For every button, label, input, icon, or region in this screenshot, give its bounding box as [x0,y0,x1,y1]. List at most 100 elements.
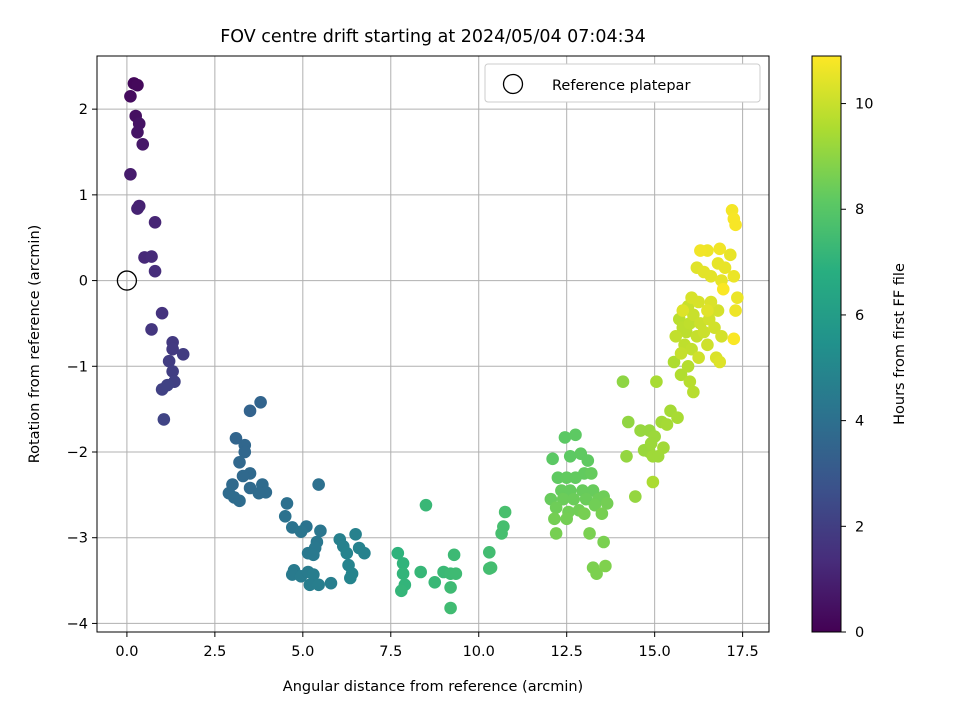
data-point [723,248,737,262]
data-point [560,471,573,485]
data-point [556,492,570,506]
data-point [563,449,577,463]
data-point [124,89,137,103]
x-axis-label: Angular distance from reference (arcmin) [283,679,583,695]
data-point [727,269,741,283]
y-tick-label: −2 [67,445,88,461]
data-point [701,304,714,317]
data-point [616,375,630,389]
y-tick-label: 1 [79,188,88,204]
data-point [729,218,742,232]
data-point [148,215,162,229]
x-tick-label: 5.0 [291,644,314,660]
y-tick-label: −1 [67,359,88,375]
legend-label: Reference platepar [552,78,690,94]
grid-lines [97,56,769,632]
data-point [687,385,700,399]
data-point [685,342,698,356]
legend: Reference platepar [484,63,761,103]
data-point [340,546,354,560]
data-point [657,441,670,455]
data-point [252,486,266,500]
data-point [294,525,308,539]
data-point [585,467,598,480]
data-point [414,565,427,579]
colorbar [811,55,842,633]
colorbar-tick-label: 8 [855,202,864,218]
x-tick-label: 15.0 [639,644,671,660]
data-point [588,498,602,512]
data-point [704,269,718,283]
data-point [312,578,325,592]
data-point [157,413,171,426]
data-point [548,512,561,526]
data-point [620,449,633,463]
data-point [669,329,683,343]
data-point [344,571,357,585]
data-point [590,567,603,581]
data-point [243,404,257,418]
data-point [349,527,362,541]
data-point [731,291,744,305]
data-point [254,395,267,409]
data-point [650,375,663,389]
data-point [629,490,642,503]
data-point [667,355,681,369]
data-point [569,428,582,442]
data-point [579,492,593,506]
data-point [687,308,700,322]
x-tick-label: 12.5 [551,644,583,660]
chart-title: FOV centre drift starting at 2024/05/04 … [220,27,646,47]
data-point [145,250,158,263]
x-axis: 0.0 2.5 5.0 7.5 10.0 12.5 15.0 17.5 [115,632,759,660]
data-point [549,501,563,515]
data-point [497,520,510,533]
data-point [671,411,684,425]
x-tick-label: 7.5 [379,644,402,660]
data-point [176,347,190,361]
colorbar-ticks: 0 2 4 6 8 10 [841,97,873,641]
data-point [314,524,327,538]
data-point [484,561,498,575]
data-point [307,568,320,581]
data-point [549,527,563,540]
data-point [136,137,150,151]
data-point [713,242,727,256]
colorbar-label: Hours from first FF file [892,263,908,425]
data-point [581,454,595,467]
data-point [303,578,317,592]
data-point [233,455,246,469]
colorbar-tick-label: 2 [855,519,864,535]
data-point [681,359,695,373]
data-point [307,548,320,562]
data-point [583,527,596,540]
data-point [312,478,325,491]
data-point [238,445,252,459]
data-points [124,77,744,615]
data-point [577,507,591,521]
data-point [697,325,711,339]
data-point [131,78,144,92]
legend-box [484,63,761,103]
data-point [708,321,721,335]
data-point [482,545,496,559]
data-point [396,557,410,570]
data-point [145,323,158,336]
data-point [560,512,573,526]
colorbar-tick-label: 4 [855,414,864,430]
plot-area [97,56,769,632]
data-point [727,332,741,346]
colorbar-tick-label: 10 [855,97,873,113]
data-point [558,431,572,444]
data-point [634,424,647,437]
data-point [729,304,742,317]
data-point [391,546,405,560]
data-point [644,437,658,450]
data-point [236,469,250,483]
x-tick-label: 17.5 [726,644,758,660]
data-point [444,601,457,615]
data-point [595,507,609,521]
data-point [419,498,433,512]
data-point [599,559,612,573]
data-point [692,295,705,309]
